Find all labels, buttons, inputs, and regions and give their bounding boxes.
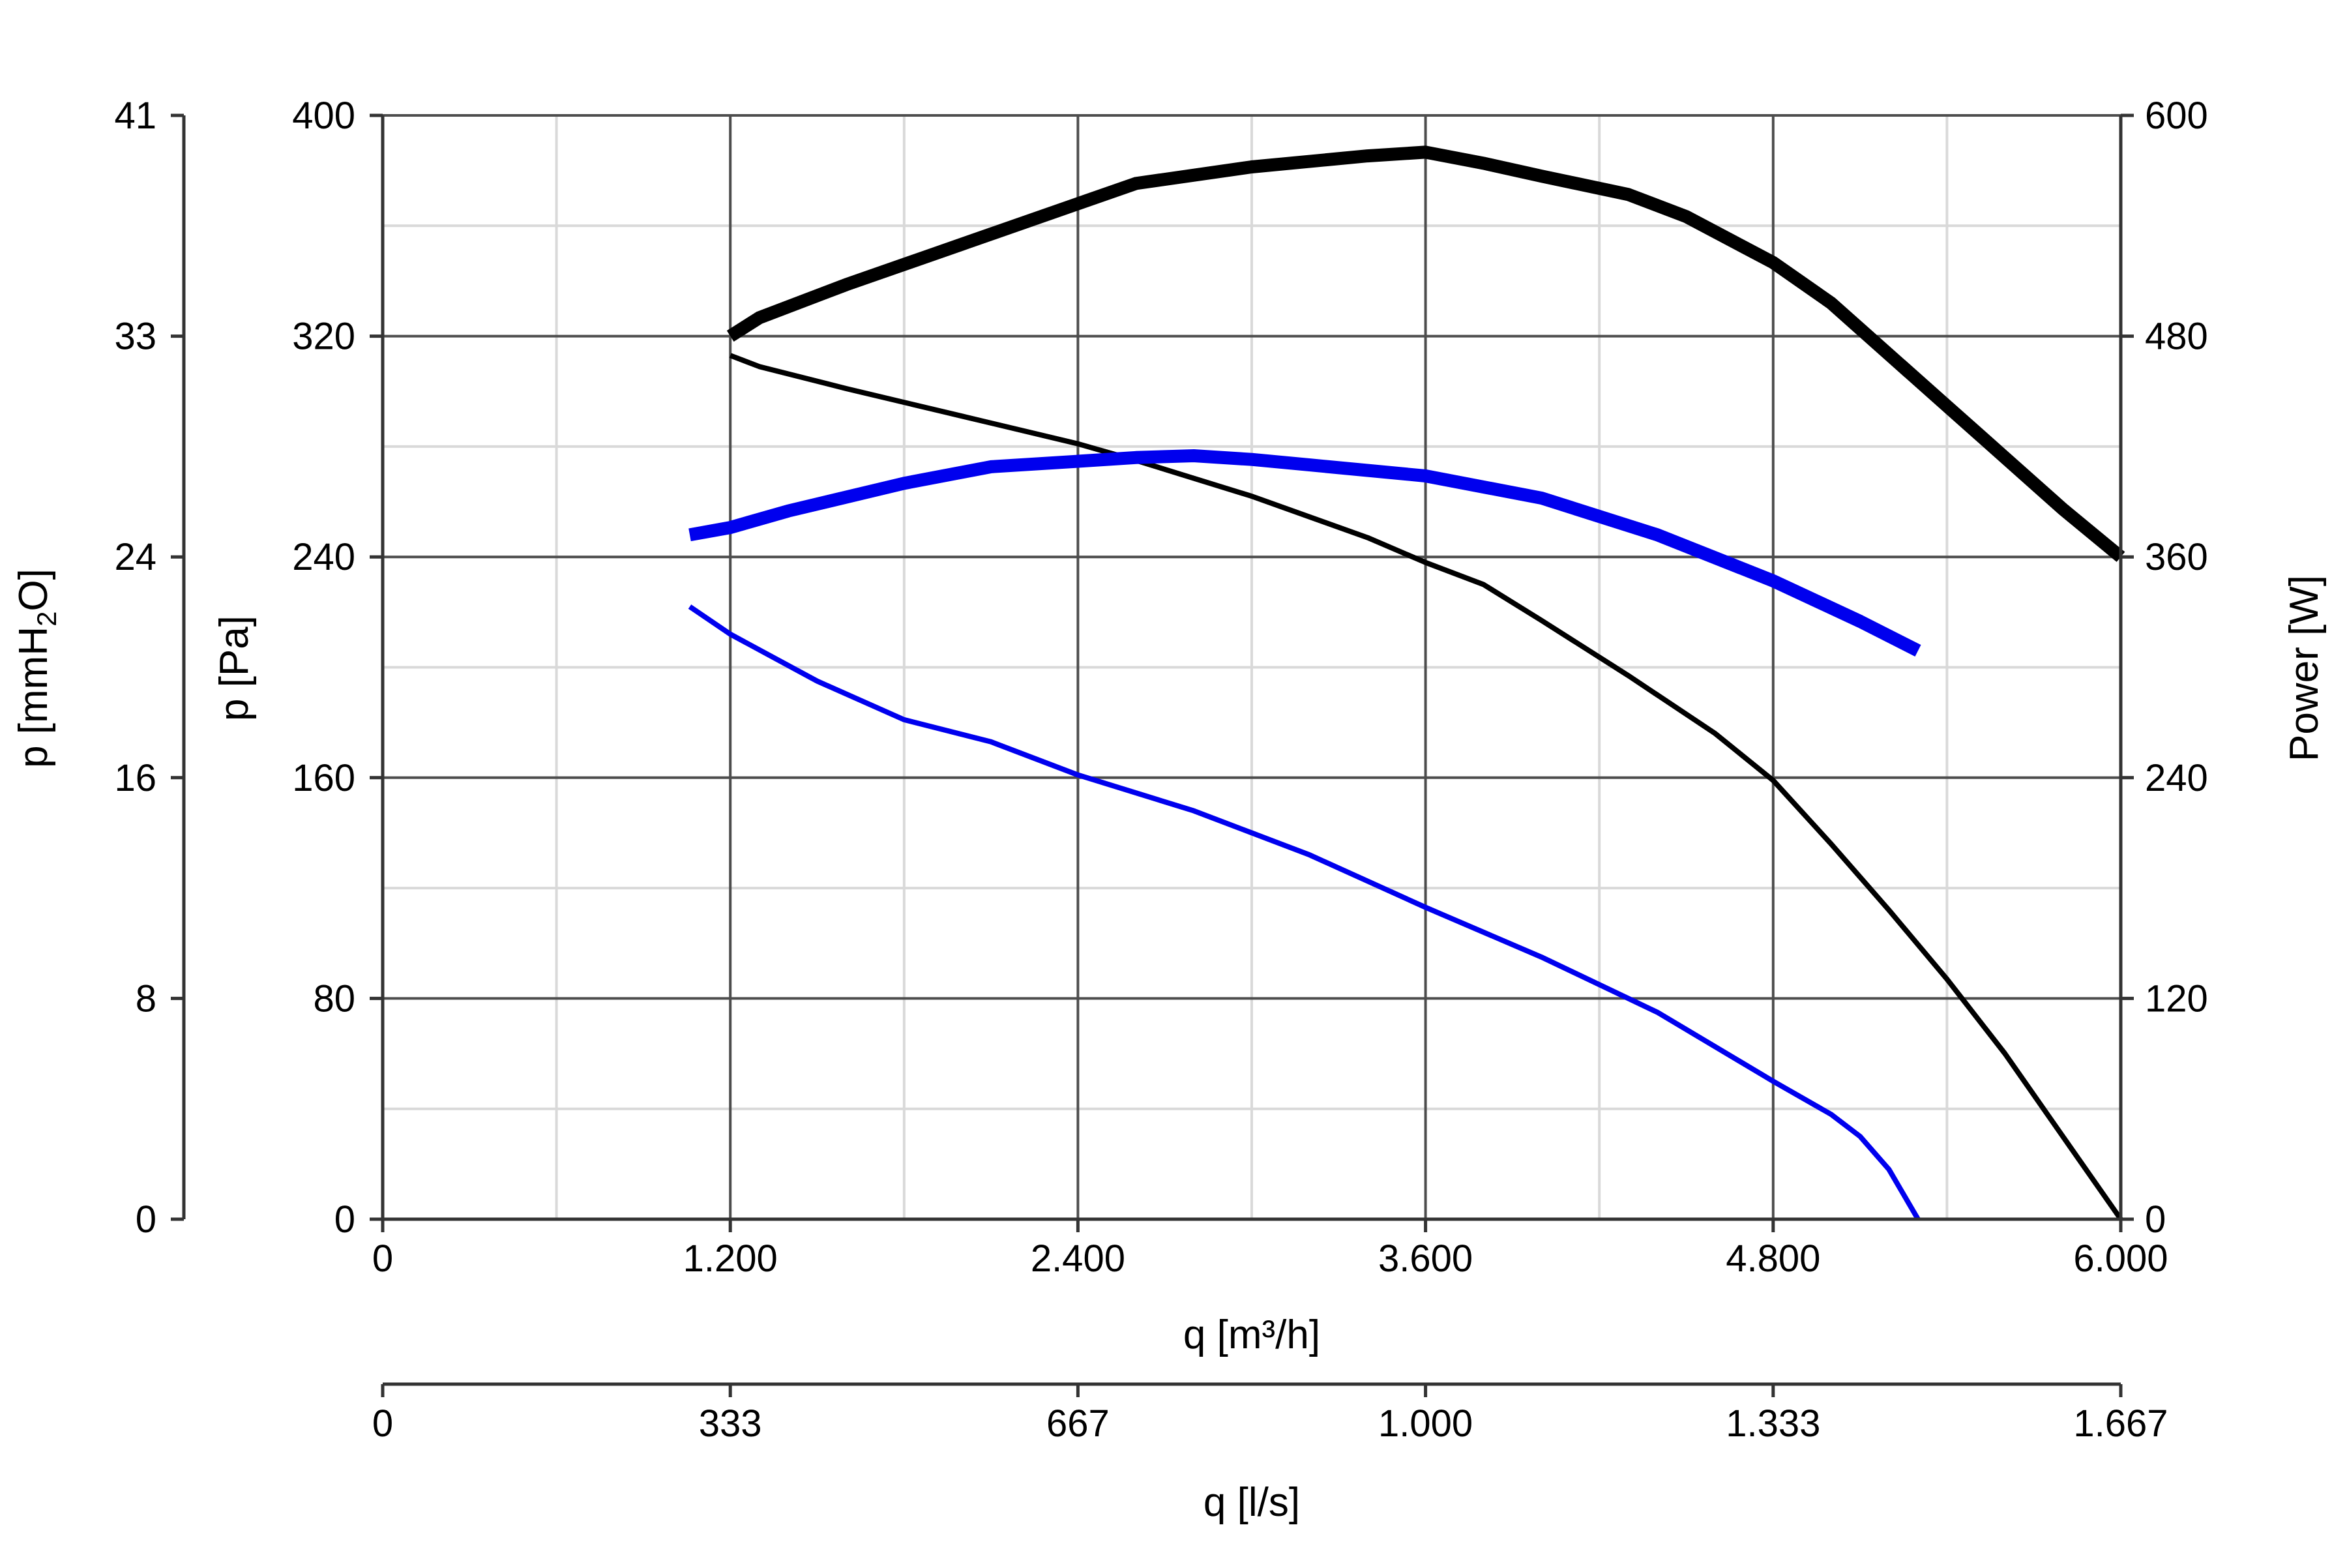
x-tick-label-primary: 1.200	[683, 1237, 778, 1280]
x-axis-title-secondary: q [l/s]	[1203, 1480, 1300, 1525]
y-tick-label-mmh2o: 0	[136, 1198, 156, 1241]
x-tick-label-primary: 2.400	[1031, 1237, 1125, 1280]
y-tick-label-power: 480	[2145, 316, 2208, 358]
grid-layer	[383, 114, 2121, 1219]
x-tick-label-primary: 0	[372, 1237, 393, 1280]
y-tick-label-mmh2o: 16	[114, 757, 156, 799]
y-tick-label-mmh2o: 8	[136, 977, 156, 1020]
y-tick-label-pressure: 320	[292, 316, 355, 358]
pressure-curve-black	[729, 353, 2123, 1221]
y-tick-label-mmh2o: 24	[114, 536, 156, 578]
y-tick-label-power: 600	[2145, 95, 2208, 137]
y-tick-label-power: 0	[2145, 1198, 2166, 1241]
y-tick-label-mmh2o: 33	[114, 316, 156, 358]
x-axis-title-primary: q [m³/h]	[1183, 1312, 1320, 1357]
y-tick-label-power: 120	[2145, 977, 2208, 1020]
x-tick-label-primary: 4.800	[1726, 1237, 1820, 1280]
x-tick-label-primary: 6.000	[2073, 1237, 2168, 1280]
x-tick-label-secondary: 333	[699, 1402, 762, 1445]
power-curve-blue	[688, 449, 1921, 657]
y-axis-title-power: Power [W]	[2282, 575, 2327, 762]
axes-layer	[171, 113, 2134, 1397]
x-tick-label-secondary: 667	[1046, 1402, 1110, 1445]
y-tick-label-power: 240	[2145, 757, 2208, 799]
x-tick-label-secondary: 1.000	[1378, 1402, 1473, 1445]
y-tick-label-pressure: 160	[292, 757, 355, 799]
y-axis-title-pressure: p [Pa]	[212, 615, 257, 721]
x-tick-label-secondary: 1.333	[1726, 1402, 1820, 1445]
x-tick-label-secondary: 1.667	[2073, 1402, 2168, 1445]
y-axis-title-mmh2o: p [mmH2O]	[11, 569, 62, 768]
y-tick-label-pressure: 400	[292, 95, 355, 137]
y-tick-label-power: 360	[2145, 536, 2208, 578]
pressure-curve-blue	[688, 604, 1921, 1221]
y-tick-label-mmh2o: 41	[114, 95, 156, 137]
x-tick-label-primary: 3.600	[1378, 1237, 1473, 1280]
power-curve-black	[726, 145, 2125, 562]
y-tick-label-pressure: 240	[292, 536, 355, 578]
y-tick-label-pressure: 0	[334, 1198, 355, 1241]
mmh2o-title-prefix: p [mmH	[11, 627, 56, 768]
mmh2o-title-suffix: O]	[11, 569, 56, 611]
x-tick-label-secondary: 0	[372, 1402, 393, 1445]
mmh2o-title-subscript: 2	[31, 612, 62, 627]
series-layer	[688, 145, 2125, 1221]
y-tick-label-pressure: 80	[313, 977, 355, 1020]
